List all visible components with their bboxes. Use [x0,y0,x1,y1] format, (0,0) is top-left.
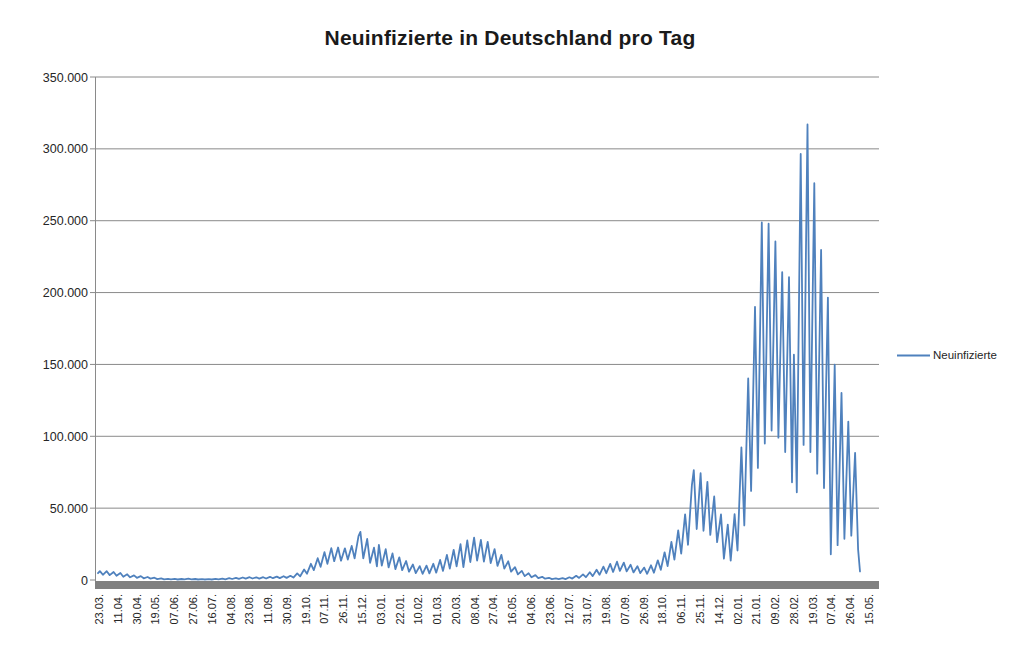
x-axis-label: 15.05. [863,594,875,625]
x-axis-label: 08.04. [469,594,481,625]
series-line[interactable] [98,124,860,579]
x-axis-label: 04.06. [525,594,537,625]
x-axis-labels: 23.03. 11.04. 30.04. 19.05. 07.06. 27.06. 16.0… [93,594,875,625]
x-axis-label: 31.07. [581,594,593,625]
x-axis-label: 04.08. [225,594,237,625]
x-axis-label: 09.02. [769,594,781,625]
x-axis-bar [95,581,879,589]
x-axis-label: 27.06. [187,594,199,625]
y-axis-label: 100.000 [43,430,88,444]
x-axis-label: 01.03. [431,594,443,625]
x-axis-label: 11.09. [262,594,274,624]
y-axis-label: 50.000 [50,502,88,516]
legend[interactable]: Neuinfizierte [897,349,997,361]
y-axis-label: 350.000 [43,71,88,85]
y-axis-labels: 0 50.000 100.000 150.000 200.000 250.000 300.0… [43,71,88,588]
x-axis-label: 23.06. [544,594,556,625]
x-axis-label: 11.04. [112,594,124,624]
x-axis-label: 20.03. [450,594,462,625]
x-axis-label: 15.12. [356,594,368,625]
x-axis-label: 07.04. [825,594,837,625]
x-axis-label: 26.09. [638,594,650,625]
x-axis-label: 25.11. [694,594,706,624]
x-axis-label: 03.01. [375,594,387,625]
x-axis-label: 22.01. [394,594,406,625]
x-axis-label: 19.05. [149,594,161,625]
x-axis-label: 26.11. [337,594,349,624]
legend-label: Neuinfizierte [933,349,997,361]
x-axis-label: 21.01. [750,594,762,625]
x-axis-label: 30.09. [281,594,293,625]
x-axis-label: 16.07. [206,594,218,625]
x-axis-label: 27.04. [487,594,499,625]
x-axis-label: 19.03. [807,594,819,625]
x-axis-label: 02.01. [732,594,744,625]
x-axis-label: 19.08. [600,594,612,625]
x-axis-label: 14.12. [713,594,725,625]
x-axis-label: 16.05. [506,594,518,625]
x-axis-label: 07.11. [318,594,330,624]
chart-canvas: Neuinfizierte in Deutschland pro Tag 050… [0,0,1020,648]
y-axis-label: 200.000 [43,286,88,300]
x-axis-label: 18.10. [656,594,668,625]
y-axis-label: 150.000 [43,358,88,372]
x-axis-label: 07.06. [168,594,180,625]
y-axis-label: 0 [81,574,88,588]
x-axis-label: 26.04. [844,594,856,625]
x-axis-label: 12.07. [563,594,575,625]
x-axis-label: 06.11. [675,594,687,624]
plot-area[interactable] [98,124,860,579]
x-axis-label: 28.02. [788,594,800,625]
x-axis-label: 23.08. [243,594,255,625]
line-chart: 0 50.000 100.000 150.000 200.000 250.000 300.0… [0,0,1020,648]
x-axis-label: 19.10. [300,594,312,625]
x-axis-label: 10.02. [412,594,424,625]
x-axis-label: 30.04. [131,594,143,625]
y-axis-label: 300.000 [43,142,88,156]
x-axis-label: 07.09. [619,594,631,625]
y-axis-label: 250.000 [43,214,88,228]
x-axis-label: 23.03. [93,594,105,625]
